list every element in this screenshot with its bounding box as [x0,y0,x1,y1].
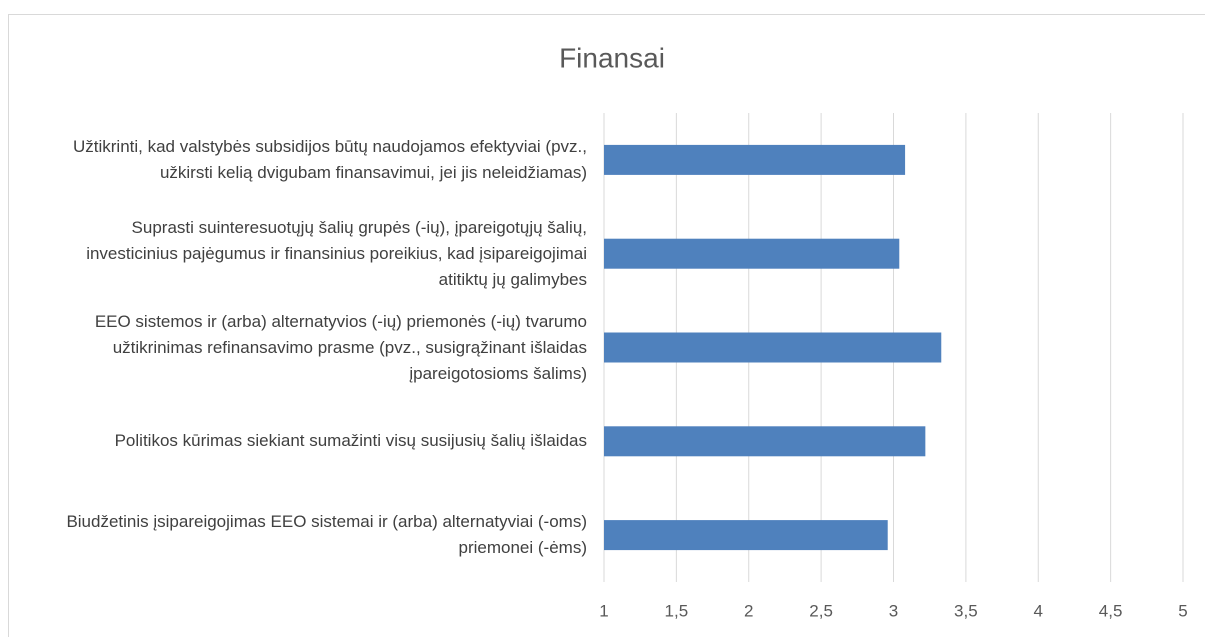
bar [604,238,900,269]
x-tick-label: 4,5 [1099,601,1123,620]
x-tick-label: 2 [744,601,753,620]
x-tick-label: 1,5 [665,601,689,620]
x-tick-label: 2,5 [809,601,833,620]
x-tick-label: 3,5 [954,601,978,620]
y-tick-label: Politikos kūrimas siekiant sumažinti vis… [114,431,587,451]
bar [604,520,888,551]
chart-title: Finansai [559,42,665,73]
x-tick-label: 4 [1034,601,1043,620]
y-tick-label: Suprasti suinteresuotųjų šalių grupės (-… [86,217,587,289]
x-tick-label: 3 [889,601,898,620]
y-tick-label: Užtikrinti, kad valstybės subsidijos būt… [72,136,587,182]
bar [604,144,906,175]
bar [604,332,942,363]
bar [604,426,926,457]
x-tick-label: 5 [1178,601,1187,620]
y-tick-label: Biudžetinis įsipareigojimas EEO sistemai… [66,512,587,558]
x-tick-label: 1 [599,601,608,620]
y-tick-label: EEO sistemos ir (arba) alternatyvios (-i… [94,311,587,383]
chart-border [8,14,1205,637]
